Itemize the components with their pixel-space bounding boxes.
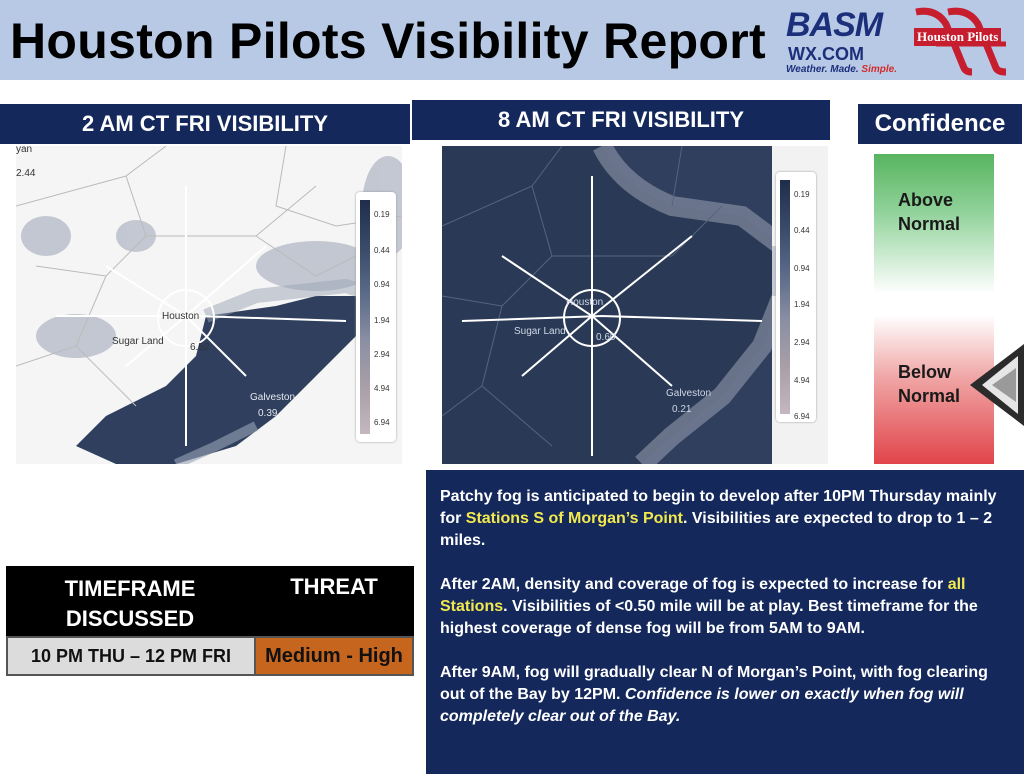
- legend-tick: 0.19: [374, 210, 390, 219]
- map-label-sugar-land: Sugar Land: [514, 326, 566, 337]
- map-label-houston: Houston: [162, 311, 200, 322]
- confidence-gradient-bar: [874, 154, 994, 464]
- visibility-legend-right: 0.19 0.44 0.94 1.94 2.94 4.94 6.94: [776, 172, 816, 422]
- houston-pilots-logo-text: Houston Pilots: [914, 28, 1002, 46]
- visibility-map-2am: yan 2.44 Houston Sugar Land 6.52 Galvest…: [16, 146, 402, 464]
- stations-highlight: Stations S of Morgan’s Point: [465, 510, 683, 527]
- confidence-above-label: Above Normal: [898, 190, 961, 234]
- legend-tick: 1.94: [794, 300, 810, 309]
- basm-logo-text: BASM: [786, 6, 883, 44]
- header-banner: Houston Pilots Visibility Report BASM WX…: [0, 0, 1024, 80]
- legend-tick: 2.94: [374, 350, 390, 359]
- map-label-galveston: Galveston: [666, 388, 712, 399]
- timeframe-threat-table: TIMEFRAME DISCUSSED THREAT 10 PM THU – 1…: [6, 566, 414, 676]
- basm-logo: BASM WX.COM Weather. Made. Simple.: [782, 6, 902, 76]
- map-value-b: 0.39: [258, 408, 278, 419]
- table-header: TIMEFRAME DISCUSSED THREAT: [6, 566, 414, 636]
- left-map-title: 2 AM CT FRI VISIBILITY: [0, 104, 410, 144]
- discussion-paragraph-1: Patchy fog is anticipated to begin to de…: [440, 488, 997, 549]
- legend-color-scale: [780, 180, 790, 414]
- map-label-galveston: Galveston: [250, 392, 296, 403]
- legend-tick: 0.44: [374, 246, 390, 255]
- fog-map-graphic: [16, 146, 402, 464]
- legend-tick: 0.44: [794, 226, 810, 235]
- confidence-below-label: Below Normal: [898, 362, 961, 406]
- confidence-title: Confidence: [858, 104, 1022, 144]
- forecast-discussion: Patchy fog is anticipated to begin to de…: [426, 470, 1024, 774]
- timeframe-cell: 10 PM THU – 12 PM FRI: [8, 638, 254, 674]
- map-label-corner: yan: [16, 146, 33, 155]
- houston-pilots-logo: Houston Pilots: [906, 4, 1018, 76]
- basm-logo-tagline: Weather. Made. Simple.: [786, 64, 897, 75]
- fog-map-graphic: [442, 146, 828, 464]
- legend-tick: 4.94: [374, 384, 390, 393]
- stations-highlight: all Stations: [440, 576, 966, 615]
- legend-tick: 6.94: [374, 418, 390, 427]
- right-map-title: 8 AM CT FRI VISIBILITY: [412, 100, 830, 140]
- discussion-paragraph-2: After 2AM, density and coverage of fog i…: [440, 576, 978, 637]
- legend-tick: 2.94: [794, 338, 810, 347]
- threat-level-cell: Medium - High: [254, 638, 412, 674]
- header-timeframe: TIMEFRAME DISCUSSED: [64, 576, 196, 631]
- map-value-a: 6.52: [190, 342, 210, 353]
- confidence-note: Confidence is lower on exactly when fog …: [440, 686, 964, 725]
- visibility-legend-left: 0.19 0.44 0.94 1.94 2.94 4.94 6.94: [356, 192, 396, 442]
- legend-color-scale: [360, 200, 370, 434]
- map-value-a: 0.60: [596, 332, 616, 343]
- legend-tick: 6.94: [794, 412, 810, 421]
- visibility-map-8am: Houston Sugar Land 0.60 Galveston 0.21 0…: [442, 146, 828, 464]
- page-title: Houston Pilots Visibility Report: [10, 13, 766, 69]
- map-label-sugar-land: Sugar Land: [112, 336, 164, 347]
- table-row: 10 PM THU – 12 PM FRI Medium - High: [6, 636, 414, 676]
- legend-tick: 1.94: [374, 316, 390, 325]
- basm-logo-domain: WX.COM: [788, 44, 864, 64]
- arrow-left-icon: [970, 344, 1024, 426]
- map-value-b: 0.21: [672, 404, 692, 415]
- discussion-paragraph-3: After 9AM, fog will gradually clear N of…: [440, 664, 988, 725]
- legend-tick: 0.19: [794, 190, 810, 199]
- legend-tick: 4.94: [794, 376, 810, 385]
- header-threat: THREAT: [290, 574, 378, 599]
- legend-tick: 0.94: [374, 280, 390, 289]
- map-label-houston: Houston: [566, 297, 604, 308]
- map-value-corner: 2.44: [16, 168, 36, 179]
- legend-tick: 0.94: [794, 264, 810, 273]
